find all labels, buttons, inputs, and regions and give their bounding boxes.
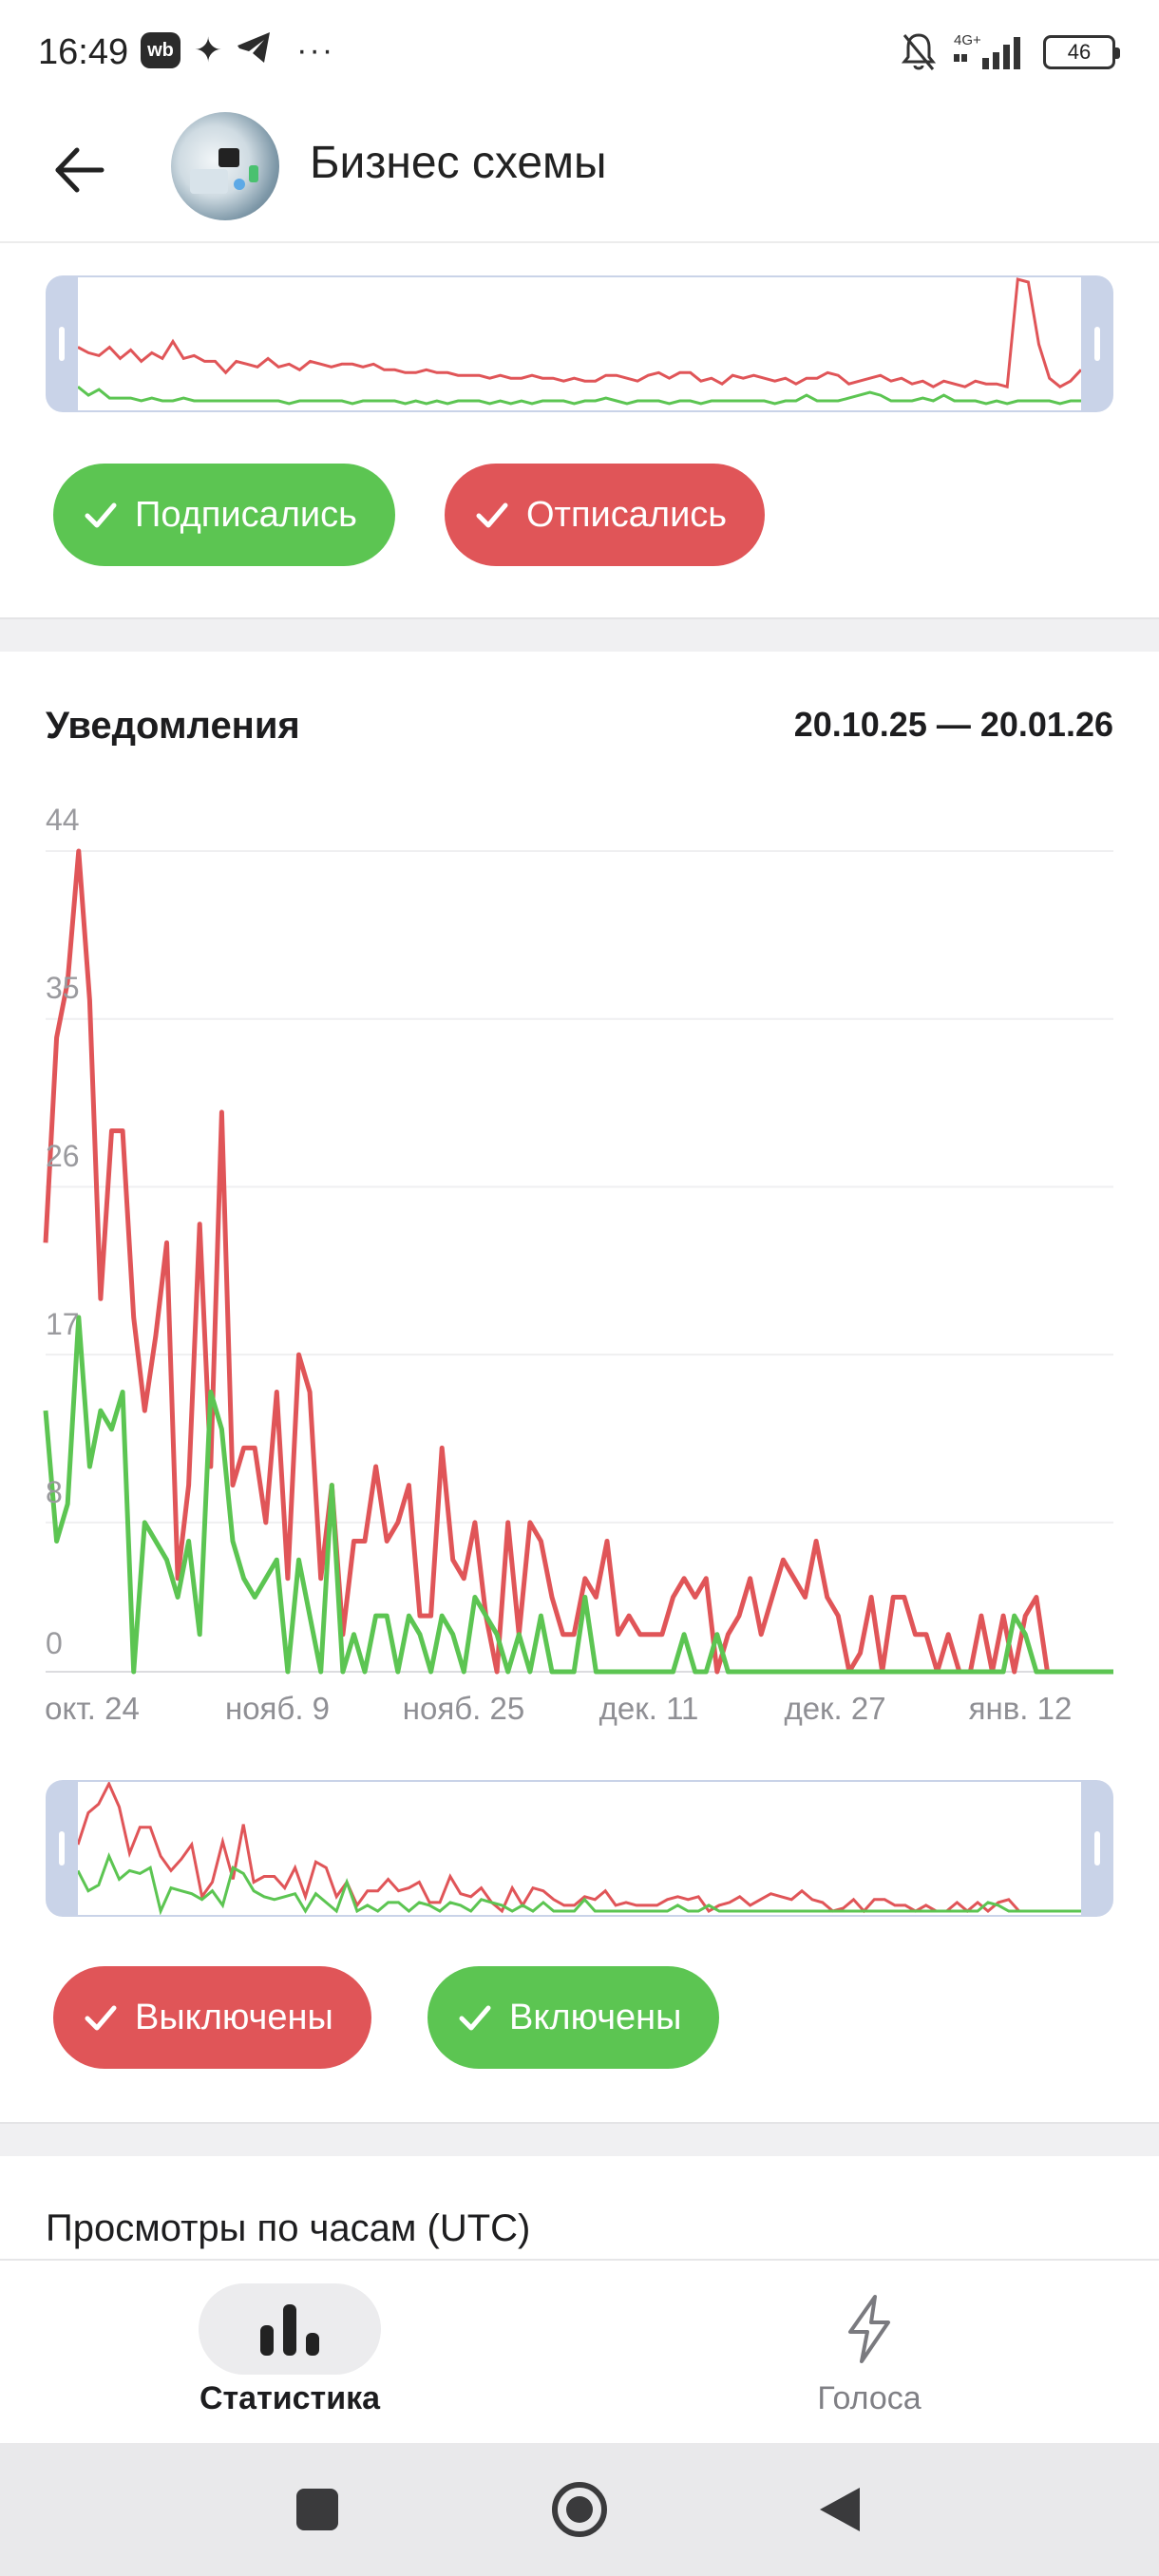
square-icon (296, 2489, 338, 2530)
hourly-views-card: Просмотры по часам (UTC) (0, 2156, 1159, 2261)
filter-chip-enabled[interactable]: Включены (428, 1966, 720, 2069)
check-icon (85, 2005, 117, 2031)
check-icon (85, 502, 117, 528)
section-title: Просмотры по часам (UTC) (46, 2207, 531, 2249)
nav-label: Голоса (817, 2380, 922, 2416)
navigator-right-handle[interactable] (1081, 1780, 1113, 1917)
x-tick-label: окт. 24 (45, 1691, 140, 1726)
status-time: 16:49 (38, 32, 129, 72)
circle-icon (552, 2482, 607, 2537)
telegram-icon (236, 30, 274, 70)
triangle-back-icon (820, 2488, 860, 2531)
recent-apps-button[interactable] (279, 2472, 355, 2548)
notifications-range-navigator[interactable] (46, 1780, 1113, 1917)
back-system-button[interactable] (802, 2472, 878, 2548)
battery-level: 46 (1067, 40, 1092, 64)
y-tick-label: 44 (46, 803, 80, 837)
notifications-overview-line-on (76, 1852, 1081, 1916)
subscribers-overview-chart (77, 277, 1083, 406)
system-navigation-bar (0, 2443, 1159, 2576)
y-tick-label: 0 (46, 1626, 63, 1660)
app-header: Бизнес схемы (0, 95, 1159, 243)
x-tick-label: нояб. 25 (402, 1691, 525, 1726)
back-button[interactable] (44, 135, 114, 205)
filter-chip-unsubscribed[interactable]: Отписались (445, 464, 766, 566)
nav-pill (778, 2283, 960, 2375)
series-line-on (43, 1315, 1113, 1675)
signal-icon: 4G+ (954, 32, 1020, 69)
section-divider (0, 2122, 1159, 2156)
x-tick-label: дек. 27 (784, 1691, 886, 1726)
nav-item-votes[interactable]: Голоса (580, 2261, 1159, 2445)
filter-chip-label: Включены (509, 1997, 682, 2037)
arrow-left-icon (55, 147, 104, 193)
check-icon (476, 502, 508, 528)
subscribers-overview-line-red (77, 277, 1083, 389)
notification-icons: wb ✦ ··· (141, 27, 334, 74)
navigator-left-handle[interactable] (46, 275, 78, 412)
nav-item-statistics[interactable]: Статистика (0, 2261, 580, 2445)
chart-grid (46, 850, 1113, 1673)
bottom-navigation: Статистика Голоса (0, 2259, 1159, 2443)
y-tick-label: 35 (46, 971, 80, 1005)
nav-pill (199, 2283, 381, 2375)
check-icon (459, 2005, 491, 2031)
subscribers-range-navigator[interactable] (46, 275, 1113, 412)
bar-chart-icon (260, 2304, 319, 2356)
filter-chip-subscribed[interactable]: Подписались (53, 464, 395, 566)
y-tick-label: 17 (46, 1307, 80, 1341)
nav-label: Статистика (199, 2380, 381, 2416)
y-tick-label: 8 (46, 1475, 63, 1509)
section-title: Уведомления (46, 705, 300, 747)
y-tick-label: 26 (46, 1139, 80, 1173)
navigator-left-handle[interactable] (46, 1780, 78, 1917)
channel-avatar[interactable] (171, 112, 279, 220)
filter-chip-label: Подписались (135, 494, 357, 535)
subscribers-overview-line-green (77, 386, 1081, 406)
series-line-off (43, 848, 1113, 1675)
x-tick-label: янв. 12 (968, 1691, 1073, 1726)
filter-chip-label: Выключены (135, 1997, 333, 2037)
home-button[interactable] (542, 2472, 618, 2548)
navigator-window[interactable] (78, 1780, 1081, 1917)
channel-title: Бизнес схемы (310, 138, 607, 188)
sparkle-icon: ✦ (194, 30, 223, 69)
battery-indicator: 46 (1043, 35, 1120, 69)
status-bar: 16:49 wb ✦ ··· 4G+ 46 (0, 0, 1159, 95)
bell-off-icon (901, 33, 937, 70)
navigator-window[interactable] (78, 275, 1081, 412)
filter-chip-label: Отписались (526, 494, 728, 535)
subscribers-card: Подписались Отписались (0, 243, 1159, 617)
more-notifications-icon: ··· (296, 32, 335, 68)
notifications-line-chart (43, 848, 1113, 1675)
filter-chip-disabled[interactable]: Выключены (53, 1966, 371, 2069)
x-tick-label: дек. 11 (598, 1691, 699, 1726)
wb-app-icon: wb (141, 32, 180, 68)
network-type: 4G+ (954, 32, 981, 48)
lightning-icon (848, 2295, 890, 2363)
navigator-right-handle[interactable] (1081, 275, 1113, 412)
section-divider (0, 617, 1159, 652)
system-status-icons: 4G+ 46 (901, 28, 1120, 76)
notifications-overview-chart (76, 1780, 1081, 1916)
x-tick-label: нояб. 9 (224, 1691, 331, 1726)
date-range: 20.10.25 — 20.01.26 (793, 705, 1113, 744)
